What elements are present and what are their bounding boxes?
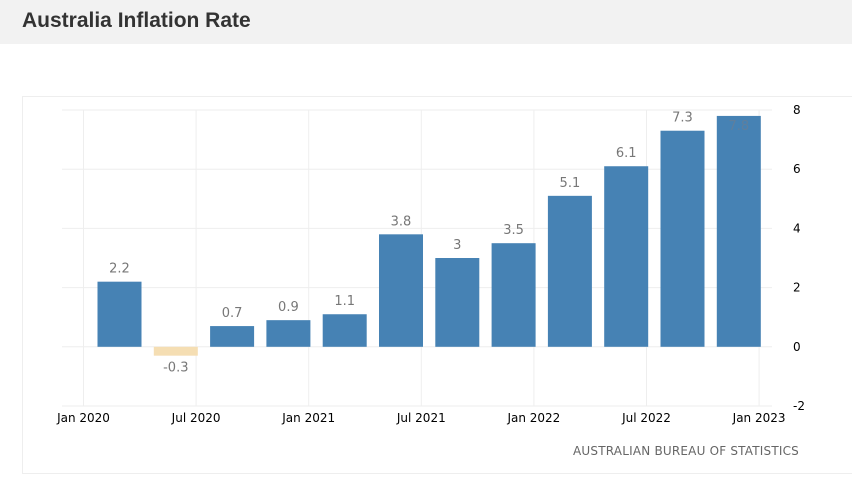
bar — [716, 115, 761, 347]
bar — [660, 130, 705, 347]
page-title: Australia Inflation Rate — [22, 9, 251, 32]
y-tick-label: 4 — [793, 221, 801, 235]
x-tick-label: Jul 2020 — [171, 411, 221, 425]
y-tick-label: 2 — [793, 281, 801, 295]
data-label: 2.2 — [109, 262, 130, 277]
x-tick-label: Jan 2021 — [281, 411, 335, 425]
y-tick-label: 8 — [793, 103, 801, 117]
data-label: 7.3 — [672, 111, 693, 126]
x-tick-label: Jan 2020 — [56, 411, 110, 425]
data-label: 3.8 — [391, 214, 412, 229]
x-tick-label: Jan 2023 — [732, 411, 786, 425]
data-label: 5.1 — [560, 176, 581, 191]
y-tick-label: -2 — [793, 399, 805, 413]
bar — [435, 258, 480, 347]
bar — [379, 234, 423, 347]
data-label: -0.3 — [163, 361, 188, 376]
bar — [322, 314, 367, 347]
bar — [266, 320, 311, 347]
x-tick-label: Jan 2022 — [506, 411, 560, 425]
data-label: 3 — [453, 238, 461, 253]
bar — [491, 243, 536, 347]
bar — [604, 166, 649, 347]
header-bar: Australia Inflation Rate — [0, 0, 852, 44]
x-tick-label: Jul 2021 — [396, 411, 446, 425]
bar — [97, 281, 142, 347]
data-label: 7.8 — [728, 119, 749, 134]
data-label: 6.1 — [616, 146, 637, 161]
y-tick-label: 0 — [793, 340, 801, 354]
data-label: 1.1 — [334, 294, 355, 309]
data-label: 3.5 — [503, 223, 524, 238]
source-label: AUSTRALIAN BUREAU OF STATISTICS — [573, 444, 799, 458]
data-label: 0.7 — [222, 306, 243, 321]
bar — [153, 346, 198, 356]
data-label: 0.9 — [278, 300, 299, 315]
x-tick-label: Jul 2022 — [621, 411, 671, 425]
y-tick-label: 6 — [793, 162, 801, 176]
bar — [547, 195, 592, 347]
bar — [210, 326, 255, 347]
chart-frame — [22, 96, 852, 474]
